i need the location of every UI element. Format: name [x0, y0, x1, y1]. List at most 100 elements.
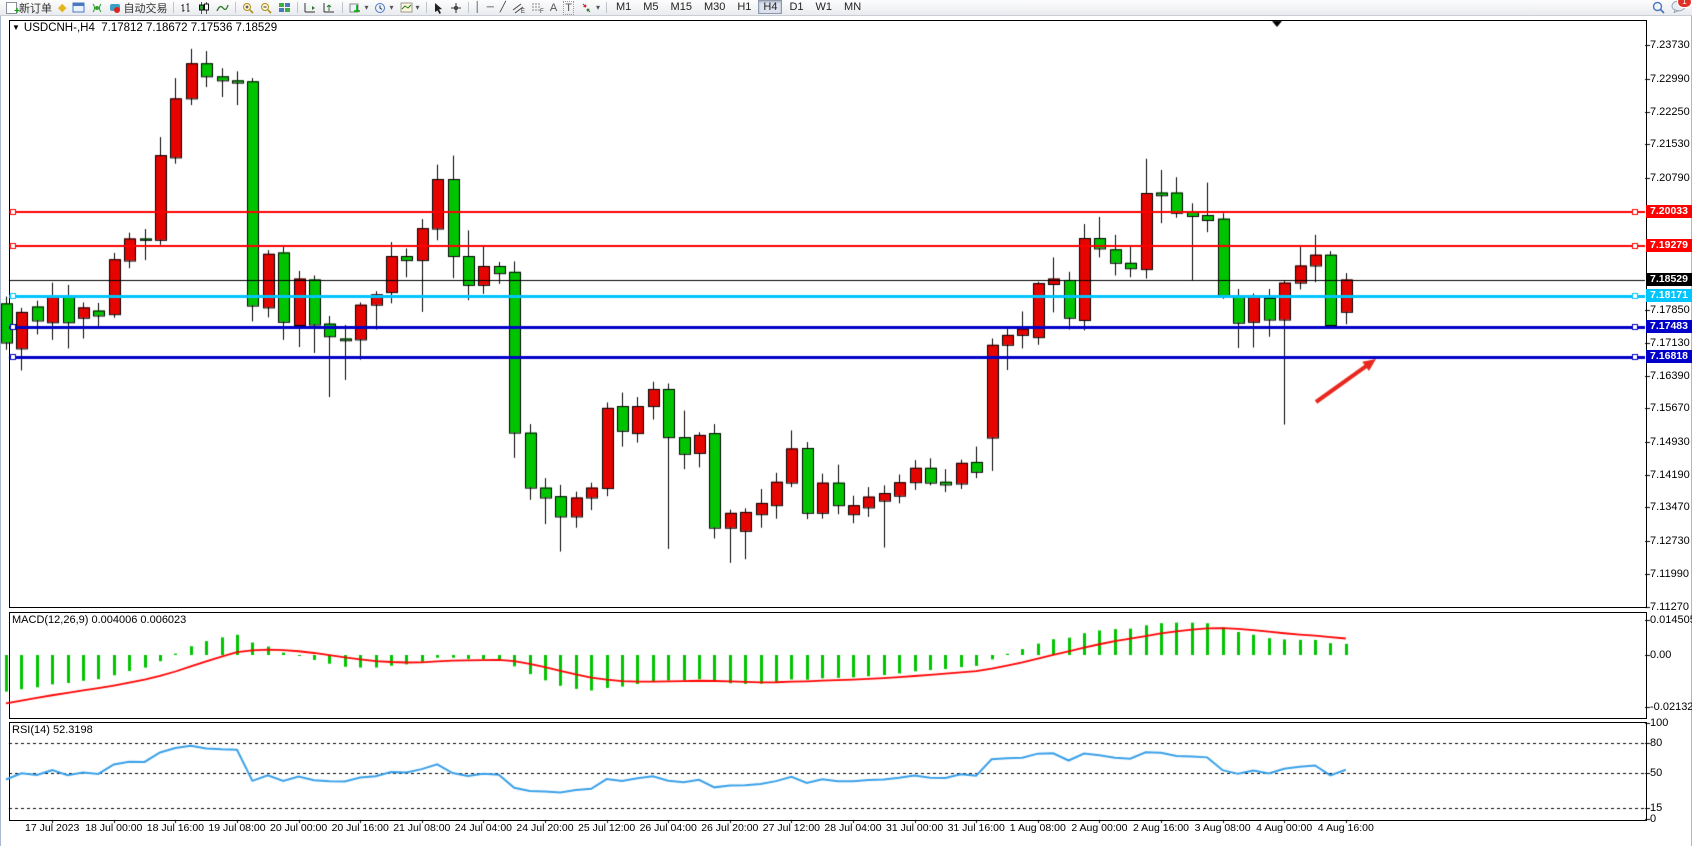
- time-axis-tick: 18 Jul 16:00: [146, 822, 204, 834]
- timeframe-button-M15[interactable]: M15: [670, 1, 692, 13]
- toolbar-separator: [467, 2, 469, 13]
- timeframe-button-H1[interactable]: H1: [737, 1, 752, 13]
- rsi-axis-tick: 15: [1650, 802, 1663, 814]
- time-axis-tick: 20 Jul 16:00: [331, 822, 389, 834]
- chat-button[interactable]: 1: [1671, 0, 1692, 16]
- toolbar-separator: [342, 2, 344, 13]
- signals-button[interactable]: [88, 1, 106, 15]
- price-axis-tick: 7.14930: [1650, 435, 1690, 448]
- price-axis-tick: 7.13470: [1650, 501, 1690, 514]
- add-indicator-button[interactable]: ▾: [346, 1, 371, 15]
- zoom-out-button[interactable]: [257, 1, 275, 15]
- time-axis-tick: 26 Jul 20:00: [701, 822, 759, 834]
- crosshair-tool-button[interactable]: [447, 1, 465, 15]
- periods-button[interactable]: ▾: [371, 1, 396, 15]
- templates-icon: [400, 2, 412, 13]
- svg-text:F: F: [540, 9, 544, 14]
- candlestick-mode-button[interactable]: [195, 1, 213, 15]
- time-axis-tick: 24 Jul 20:00: [516, 822, 574, 834]
- macd-indicator-label: MACD(12,26,9) 0.004006 0.006023: [12, 614, 187, 626]
- toolbar-separator: [297, 2, 299, 13]
- add-indicator-icon: [349, 3, 361, 12]
- price-axis-tick: 7.14190: [1650, 469, 1690, 481]
- timeframe-button-MN[interactable]: MN: [844, 1, 862, 13]
- time-axis-tick: 4 Aug 16:00: [1317, 822, 1374, 834]
- price-tag-7.19279: 7.19279: [1646, 239, 1692, 253]
- rsi-indicator-label: RSI(14) 52.3198: [12, 724, 93, 736]
- candlestick-icon: [199, 1, 210, 14]
- fibonacci-tool-button[interactable]: F: [528, 1, 547, 15]
- tile-windows-button[interactable]: [275, 1, 294, 15]
- text-tool-icon: A: [549, 1, 558, 14]
- price-axis-tick: 7.22990: [1650, 72, 1690, 85]
- timeframe-button-M5[interactable]: M5: [643, 1, 659, 13]
- channel-tool-button[interactable]: E: [509, 1, 528, 15]
- dropdown-caret-icon: ▾: [364, 3, 369, 12]
- toolbar-separator: [425, 2, 427, 13]
- time-axis-tick: 20 Jul 00:00: [269, 822, 328, 834]
- cursor-icon: [434, 2, 442, 14]
- crosshair-icon: [450, 2, 461, 13]
- rsi-axis-tick: 0: [1650, 813, 1657, 825]
- timeframe-button-D1[interactable]: D1: [789, 1, 804, 13]
- time-axis-tick: 28 Jul 04:00: [824, 822, 882, 834]
- zoom-in-icon: [243, 2, 255, 14]
- vertical-line-tool-button[interactable]: │: [472, 1, 484, 15]
- horizontal-line-tool-button[interactable]: ─: [484, 1, 497, 15]
- chart-shift-button[interactable]: [320, 1, 339, 15]
- chart-profile-icon: ◆: [58, 1, 67, 14]
- timeframe-button-M1[interactable]: M1: [615, 1, 632, 13]
- chart-profile-button[interactable]: ◆: [55, 1, 69, 15]
- price-axis-tick: 7.22250: [1650, 105, 1690, 118]
- new-order-label: 新订单: [19, 2, 52, 15]
- search-icon[interactable]: [1652, 1, 1665, 14]
- chart-ohlc-values: 7.17812 7.18672 7.17536 7.18529: [101, 22, 278, 34]
- chevron-down-icon[interactable]: ▼: [12, 23, 20, 32]
- auto-scroll-button[interactable]: [301, 1, 320, 15]
- dropdown-caret-icon: ▾: [389, 3, 394, 12]
- chart-title: ▼ USDCNH-,H4 7.17812 7.18672 7.17536 7.18…: [12, 22, 277, 34]
- time-axis-tick: 25 Jul 12:00: [577, 822, 636, 834]
- time-axis-tick: 2 Aug 00:00: [1071, 822, 1128, 834]
- trendline-icon: ╱: [499, 1, 506, 13]
- bar-chart-mode-button[interactable]: [177, 1, 195, 15]
- arrows-tool-button[interactable]: ▾: [577, 1, 603, 15]
- text-tool-button[interactable]: A: [547, 1, 560, 15]
- price-axis-tick: 7.12730: [1650, 534, 1690, 547]
- chat-badge: 1: [1677, 0, 1692, 8]
- dropdown-caret-icon: ▾: [415, 3, 420, 12]
- chart-symbol-period: USDCNH-,H4: [23, 22, 95, 34]
- clock-icon: [375, 2, 386, 13]
- auto-trading-button[interactable]: 自动交易: [106, 1, 170, 15]
- timeframe-button-W1[interactable]: W1: [815, 1, 833, 13]
- cursor-tool-button[interactable]: [430, 1, 447, 15]
- price-axis-tick: 7.21530: [1650, 138, 1690, 151]
- line-chart-icon: [216, 4, 230, 11]
- trendline-tool-button[interactable]: ╱: [497, 1, 509, 15]
- timeframe-button-H4[interactable]: H4: [758, 0, 783, 14]
- label-tool-button[interactable]: T: [560, 0, 577, 15]
- time-axis-tick: 31 Jul 00:00: [885, 822, 944, 834]
- time-axis-tick: 27 Jul 12:00: [762, 822, 820, 834]
- fibonacci-icon: F: [531, 3, 544, 14]
- new-order-button[interactable]: + 新订单: [3, 1, 55, 16]
- templates-button[interactable]: ▾: [397, 1, 423, 15]
- toolbar-separator: [605, 2, 607, 13]
- chart-shift-icon: [323, 2, 335, 12]
- auto-scroll-icon: [304, 2, 316, 12]
- toolbar-separator: [173, 2, 175, 13]
- auto-trading-icon: [110, 4, 121, 13]
- terminal-window-button[interactable]: [69, 1, 88, 15]
- time-axis-tick: 18 Jul 00:00: [85, 822, 143, 834]
- macd-axis-tick: 0.00: [1650, 649, 1672, 661]
- price-axis-tick: 7.20790: [1650, 171, 1690, 184]
- arrows-icon: [582, 3, 591, 12]
- timeframe-button-M30[interactable]: M30: [703, 1, 726, 13]
- rsi-axis-tick: 80: [1650, 737, 1663, 749]
- toolbar-separator: [235, 2, 237, 13]
- price-tag-7.18529: 7.18529: [1646, 273, 1692, 287]
- line-chart-mode-button[interactable]: [213, 1, 232, 15]
- vertical-line-icon: │: [474, 1, 481, 13]
- zoom-in-button[interactable]: [239, 1, 257, 15]
